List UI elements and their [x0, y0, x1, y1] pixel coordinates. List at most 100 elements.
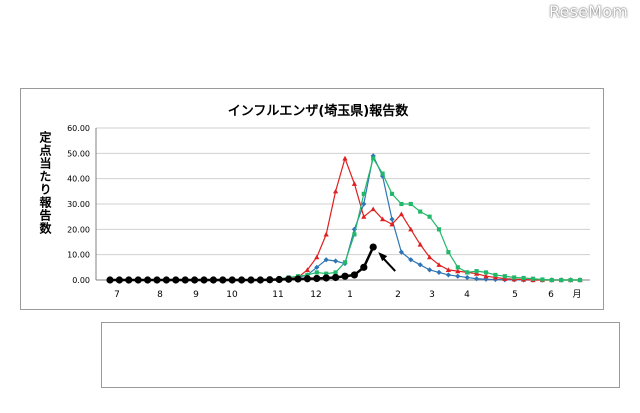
data-point-3: [540, 277, 545, 282]
data-point-2: [455, 268, 461, 274]
data-point-3: [389, 191, 395, 196]
data-point-1: [408, 257, 414, 263]
data-point-1: [398, 249, 404, 255]
y-tick-label: 50.00: [67, 149, 90, 158]
data-point-2: [445, 267, 451, 272]
data-point-4: [256, 276, 264, 284]
data-point-2: [398, 211, 404, 217]
annotation-arrowhead: [378, 252, 388, 262]
data-point-4: [369, 243, 377, 251]
data-point-4: [134, 276, 142, 284]
data-point-2: [474, 271, 480, 276]
x-tick-label: 12: [310, 290, 321, 300]
y-tick-label: 30.00: [67, 200, 90, 209]
data-point-3: [380, 171, 385, 176]
data-point-1: [323, 257, 329, 263]
data-point-4: [144, 276, 152, 284]
data-point-4: [200, 276, 208, 284]
data-point-3: [530, 276, 536, 281]
data-point-4: [266, 276, 274, 284]
x-tick-label: 6: [548, 290, 554, 300]
data-point-4: [219, 276, 227, 284]
data-point-4: [162, 276, 170, 284]
data-point-1: [464, 274, 470, 281]
data-point-4: [322, 274, 330, 282]
x-tick-label: 4: [464, 290, 470, 300]
data-point-4: [209, 276, 217, 284]
data-point-2: [417, 241, 423, 247]
chart-frame: [20, 88, 604, 310]
data-point-3: [577, 277, 583, 283]
x-tick-label: 1: [347, 290, 353, 300]
data-point-3: [512, 275, 517, 280]
data-point-4: [303, 275, 311, 283]
data-point-1: [314, 264, 320, 270]
data-point-4: [153, 276, 161, 284]
data-point-1: [361, 201, 367, 207]
y-tick-label: 40.00: [67, 175, 90, 184]
x-tick-label: 月: [572, 289, 581, 300]
data-point-2: [342, 155, 348, 161]
data-point-2: [333, 188, 339, 194]
data-point-1: [417, 262, 423, 268]
data-point-2: [483, 273, 489, 279]
x-tick-label: 2: [395, 290, 401, 300]
data-point-1: [333, 258, 339, 264]
data-point-4: [294, 275, 302, 283]
y-tick-label: 0.00: [72, 276, 90, 285]
data-point-1: [380, 173, 386, 179]
data-point-2: [314, 254, 320, 260]
x-tick-label: 5: [512, 290, 518, 300]
y-axis-label: 定点当たり報告数: [38, 131, 52, 235]
data-point-2: [408, 226, 414, 232]
data-point-3: [408, 201, 413, 207]
data-point-2: [304, 267, 310, 272]
data-point-2: [361, 214, 367, 219]
data-point-1: [474, 276, 480, 282]
x-tick-label: 9: [193, 290, 199, 300]
data-point-1: [389, 216, 395, 222]
data-point-1: [436, 269, 442, 275]
data-point-3: [465, 270, 470, 275]
data-point-4: [181, 276, 189, 284]
data-point-3: [399, 201, 404, 207]
data-point-3: [446, 250, 451, 255]
data-point-3: [436, 227, 442, 232]
data-point-2: [389, 221, 395, 227]
data-point-4: [247, 276, 255, 284]
x-tick-label: 8: [157, 290, 163, 300]
data-point-3: [427, 214, 432, 219]
data-point-3: [361, 191, 366, 196]
data-point-4: [115, 276, 123, 284]
data-point-3: [474, 269, 479, 274]
data-point-4: [341, 272, 349, 280]
data-point-3: [352, 232, 357, 237]
data-point-4: [172, 276, 180, 284]
x-tick-label: 10: [226, 290, 238, 300]
chart-title: インフルエンザ(埼玉県)報告数: [227, 104, 409, 119]
data-point-4: [350, 271, 358, 279]
data-point-3: [324, 271, 329, 276]
data-point-4: [106, 276, 114, 284]
data-point-4: [332, 273, 340, 282]
data-point-3: [559, 277, 564, 283]
data-point-3: [371, 156, 376, 161]
data-point-3: [483, 270, 489, 275]
data-point-4: [191, 276, 199, 284]
data-point-1: [351, 226, 357, 232]
data-point-4: [238, 276, 246, 284]
data-point-2: [370, 206, 376, 212]
data-point-4: [228, 276, 236, 284]
data-point-2: [323, 231, 329, 237]
data-point-3: [502, 274, 507, 279]
legend: [101, 322, 620, 388]
data-point-1: [427, 267, 433, 273]
x-tick-label: 3: [429, 290, 435, 300]
y-tick-label: 10.00: [67, 251, 90, 260]
data-point-3: [455, 265, 460, 270]
data-point-1: [455, 273, 461, 279]
data-point-4: [313, 274, 321, 283]
data-point-3: [549, 277, 554, 283]
y-tick-label: 20.00: [67, 225, 90, 234]
x-tick-label: 7: [114, 290, 120, 300]
